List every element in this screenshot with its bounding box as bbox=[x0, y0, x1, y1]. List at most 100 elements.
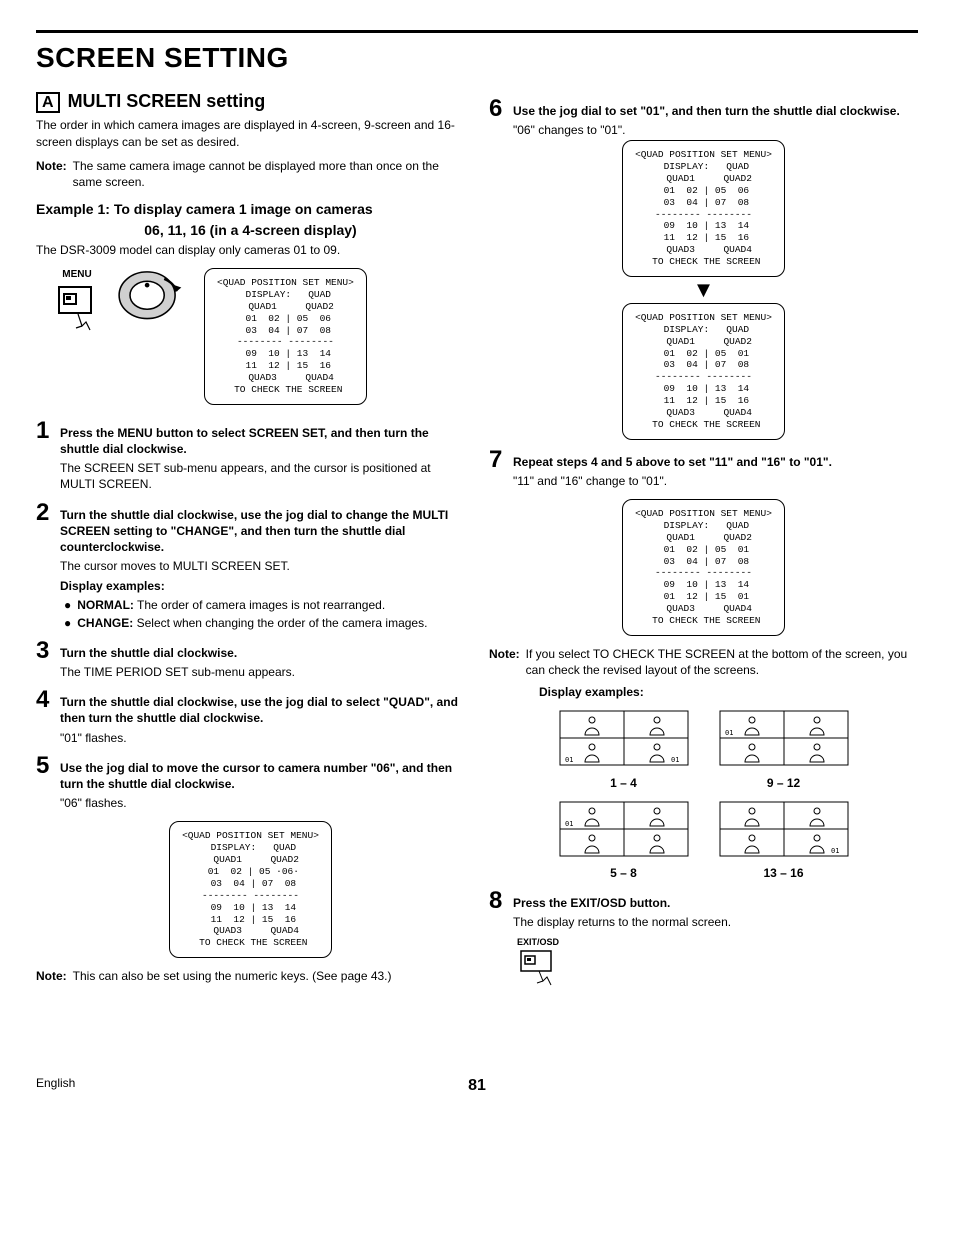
quad-layout-icon: 01 01 bbox=[559, 708, 689, 768]
note-label: Note: bbox=[489, 646, 520, 678]
step-7-text: "11" and "16" change to "01". bbox=[513, 473, 918, 489]
quad-layout-icon: 01 bbox=[719, 708, 849, 768]
step-1-number: 1 bbox=[36, 419, 52, 493]
section-title: MULTI SCREEN setting bbox=[68, 89, 266, 113]
step-4-bold: Turn the shuttle dial clockwise, use the… bbox=[60, 694, 465, 726]
display-caption-4: 13 – 16 bbox=[719, 865, 849, 881]
section-letter-box: A bbox=[36, 92, 60, 114]
exit-osd-label: EXIT/OSD bbox=[517, 936, 918, 948]
display-examples-label: Display examples: bbox=[539, 684, 918, 700]
osd-panel-3a: <QUAD POSITION SET MENU> DISPLAY: QUAD Q… bbox=[622, 140, 785, 277]
step-7: 7 Repeat steps 4 and 5 above to set "11"… bbox=[489, 448, 918, 489]
display-cell-2: 01 9 – 12 bbox=[719, 708, 849, 790]
display-cell-3: 01 5 – 8 bbox=[559, 799, 689, 881]
display-examples-row-2: 01 5 – 8 01 13 – 16 bbox=[489, 799, 918, 881]
section-header: A MULTI SCREEN setting bbox=[36, 89, 465, 114]
page-title: SCREEN SETTING bbox=[36, 39, 918, 77]
osd-panel-2: <QUAD POSITION SET MENU> DISPLAY: QUAD Q… bbox=[169, 821, 332, 958]
example-title-line1: Example 1: To display camera 1 image on … bbox=[36, 200, 465, 219]
note-text: The same camera image cannot be displaye… bbox=[73, 158, 465, 190]
bullet-2-lead: CHANGE: bbox=[77, 616, 133, 630]
osd-panel-4: <QUAD POSITION SET MENU> DISPLAY: QUAD Q… bbox=[622, 499, 785, 636]
step-7-bold: Repeat steps 4 and 5 above to set "11" a… bbox=[513, 454, 918, 470]
step-8-text: The display returns to the normal screen… bbox=[513, 914, 918, 930]
note-bottom-left: Note: This can also be set using the num… bbox=[36, 968, 465, 984]
display-cell-1: 01 01 1 – 4 bbox=[559, 708, 689, 790]
step-5-number: 5 bbox=[36, 754, 52, 812]
step-8: 8 Press the EXIT/OSD button. The display… bbox=[489, 889, 918, 993]
footer-language: English bbox=[36, 1075, 75, 1091]
jog-dial-icon bbox=[116, 268, 186, 322]
step-4-number: 4 bbox=[36, 688, 52, 746]
step-3-number: 3 bbox=[36, 639, 52, 680]
display-cell-4: 01 13 – 16 bbox=[719, 799, 849, 881]
step-6-text: "06" changes to "01". bbox=[513, 122, 918, 138]
page-footer: English 81 bbox=[36, 1075, 918, 1095]
svg-text:01: 01 bbox=[831, 847, 839, 855]
step-1-text: The SCREEN SET sub-menu appears, and the… bbox=[60, 460, 465, 492]
quad-layout-icon: 01 bbox=[559, 799, 689, 859]
step-3: 3 Turn the shuttle dial clockwise. The T… bbox=[36, 639, 465, 680]
osd-panel-2-wrap: <QUAD POSITION SET MENU> DISPLAY: QUAD Q… bbox=[36, 821, 465, 958]
bullet-2-text: Select when changing the order of the ca… bbox=[137, 616, 428, 630]
note-1: Note: The same camera image cannot be di… bbox=[36, 158, 465, 190]
step-4: 4 Turn the shuttle dial clockwise, use t… bbox=[36, 688, 465, 746]
menu-illustration-row: MENU <QUAD POSITION SET MENU> DISPLAY: Q… bbox=[56, 268, 465, 405]
step-1: 1 Press the MENU button to select SCREEN… bbox=[36, 419, 465, 493]
step-8-bold: Press the EXIT/OSD button. bbox=[513, 895, 918, 911]
svg-text:01: 01 bbox=[725, 729, 733, 737]
step-6-bold: Use the jog dial to set "01", and then t… bbox=[513, 103, 918, 119]
example-title-line2: 06, 11, 16 (in a 4-screen display) bbox=[36, 221, 465, 240]
note-text: This can also be set using the numeric k… bbox=[73, 968, 392, 984]
note-label: Note: bbox=[36, 968, 67, 984]
step-2-bullet-1: ● NORMAL: The order of camera images is … bbox=[64, 597, 465, 613]
content-columns: A MULTI SCREEN setting The order in whic… bbox=[36, 89, 918, 995]
right-column: 6 Use the jog dial to set "01", and then… bbox=[489, 89, 918, 995]
osd-panel-1: <QUAD POSITION SET MENU> DISPLAY: QUAD Q… bbox=[204, 268, 367, 405]
step-2-sublabel: Display examples: bbox=[60, 578, 465, 594]
step-2-bold: Turn the shuttle dial clockwise, use the… bbox=[60, 507, 465, 556]
step-2-bullet-2: ● CHANGE: Select when changing the order… bbox=[64, 615, 465, 631]
step-5: 5 Use the jog dial to move the cursor to… bbox=[36, 754, 465, 812]
display-examples-row-1: 01 01 1 – 4 01 9 bbox=[489, 708, 918, 790]
menu-button-figure: MENU bbox=[56, 268, 98, 338]
note-right: Note: If you select TO CHECK THE SCREEN … bbox=[489, 646, 918, 678]
model-note: The DSR-3009 model can display only came… bbox=[36, 242, 465, 258]
down-arrow-icon: ▼ bbox=[693, 279, 715, 301]
step-7-number: 7 bbox=[489, 448, 505, 489]
note-label: Note: bbox=[36, 158, 67, 190]
section-intro: The order in which camera images are dis… bbox=[36, 117, 465, 149]
bullet-1-text: The order of camera images is not rearra… bbox=[137, 598, 385, 612]
svg-text:01: 01 bbox=[671, 756, 679, 764]
display-caption-1: 1 – 4 bbox=[559, 775, 689, 791]
step-3-text: The TIME PERIOD SET sub-menu appears. bbox=[60, 664, 465, 680]
page-number: 81 bbox=[468, 1075, 486, 1097]
step-2-number: 2 bbox=[36, 501, 52, 631]
quad-layout-icon: 01 bbox=[719, 799, 849, 859]
osd-panel-4-wrap: <QUAD POSITION SET MENU> DISPLAY: QUAD Q… bbox=[489, 499, 918, 636]
exit-osd-button-icon bbox=[515, 949, 565, 989]
step-5-text: "06" flashes. bbox=[60, 795, 465, 811]
step-1-bold: Press the MENU button to select SCREEN S… bbox=[60, 425, 465, 457]
svg-text:01: 01 bbox=[565, 820, 573, 828]
top-rule bbox=[36, 30, 918, 33]
step-3-bold: Turn the shuttle dial clockwise. bbox=[60, 645, 465, 661]
display-caption-2: 9 – 12 bbox=[719, 775, 849, 791]
step-4-text: "01" flashes. bbox=[60, 730, 465, 746]
display-caption-3: 5 – 8 bbox=[559, 865, 689, 881]
osd-panel-3b: <QUAD POSITION SET MENU> DISPLAY: QUAD Q… bbox=[622, 303, 785, 440]
menu-button-icon bbox=[56, 284, 98, 334]
note-text: If you select TO CHECK THE SCREEN at the… bbox=[526, 646, 918, 678]
step-6-number: 6 bbox=[489, 97, 505, 138]
osd-stack-step6: <QUAD POSITION SET MENU> DISPLAY: QUAD Q… bbox=[489, 140, 918, 440]
step-8-number: 8 bbox=[489, 889, 505, 993]
bullet-dot: ● bbox=[64, 615, 71, 631]
menu-label: MENU bbox=[56, 268, 98, 282]
bullet-1-lead: NORMAL: bbox=[77, 598, 134, 612]
step-2-text: The cursor moves to MULTI SCREEN SET. bbox=[60, 558, 465, 574]
svg-text:01: 01 bbox=[565, 756, 573, 764]
bullet-dot: ● bbox=[64, 597, 71, 613]
step-2: 2 Turn the shuttle dial clockwise, use t… bbox=[36, 501, 465, 631]
step-6: 6 Use the jog dial to set "01", and then… bbox=[489, 97, 918, 138]
step-5-bold: Use the jog dial to move the cursor to c… bbox=[60, 760, 465, 792]
